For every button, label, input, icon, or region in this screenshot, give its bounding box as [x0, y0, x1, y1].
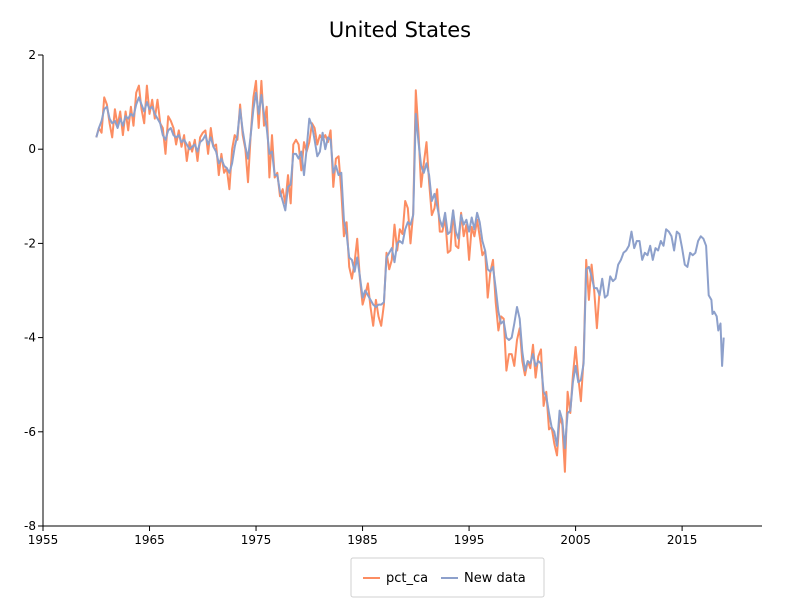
series-line-pct-ca: [95, 79, 601, 473]
chart-title: United States: [329, 18, 471, 42]
x-tick-label: 2015: [667, 533, 698, 547]
legend-label: New data: [464, 571, 526, 586]
y-tick-label: -2: [24, 236, 36, 250]
y-tick-label: -8: [24, 519, 36, 533]
series-line-new-data: [95, 91, 725, 450]
x-tick-label: 1985: [347, 533, 378, 547]
y-tick-label: 2: [28, 48, 36, 62]
y-tick-label: 0: [28, 142, 36, 156]
legend-label: pct_ca: [386, 571, 428, 586]
x-tick-label: 1975: [241, 533, 272, 547]
x-tick-label: 1965: [134, 533, 165, 547]
x-tick-label: 1995: [454, 533, 485, 547]
x-tick-label: 1955: [28, 533, 59, 547]
y-tick-label: -4: [24, 331, 36, 345]
y-tick-label: -6: [24, 425, 36, 439]
x-tick-label: 2005: [560, 533, 591, 547]
legend: pct_ca New data: [350, 557, 545, 598]
series-layer: [95, 79, 725, 473]
